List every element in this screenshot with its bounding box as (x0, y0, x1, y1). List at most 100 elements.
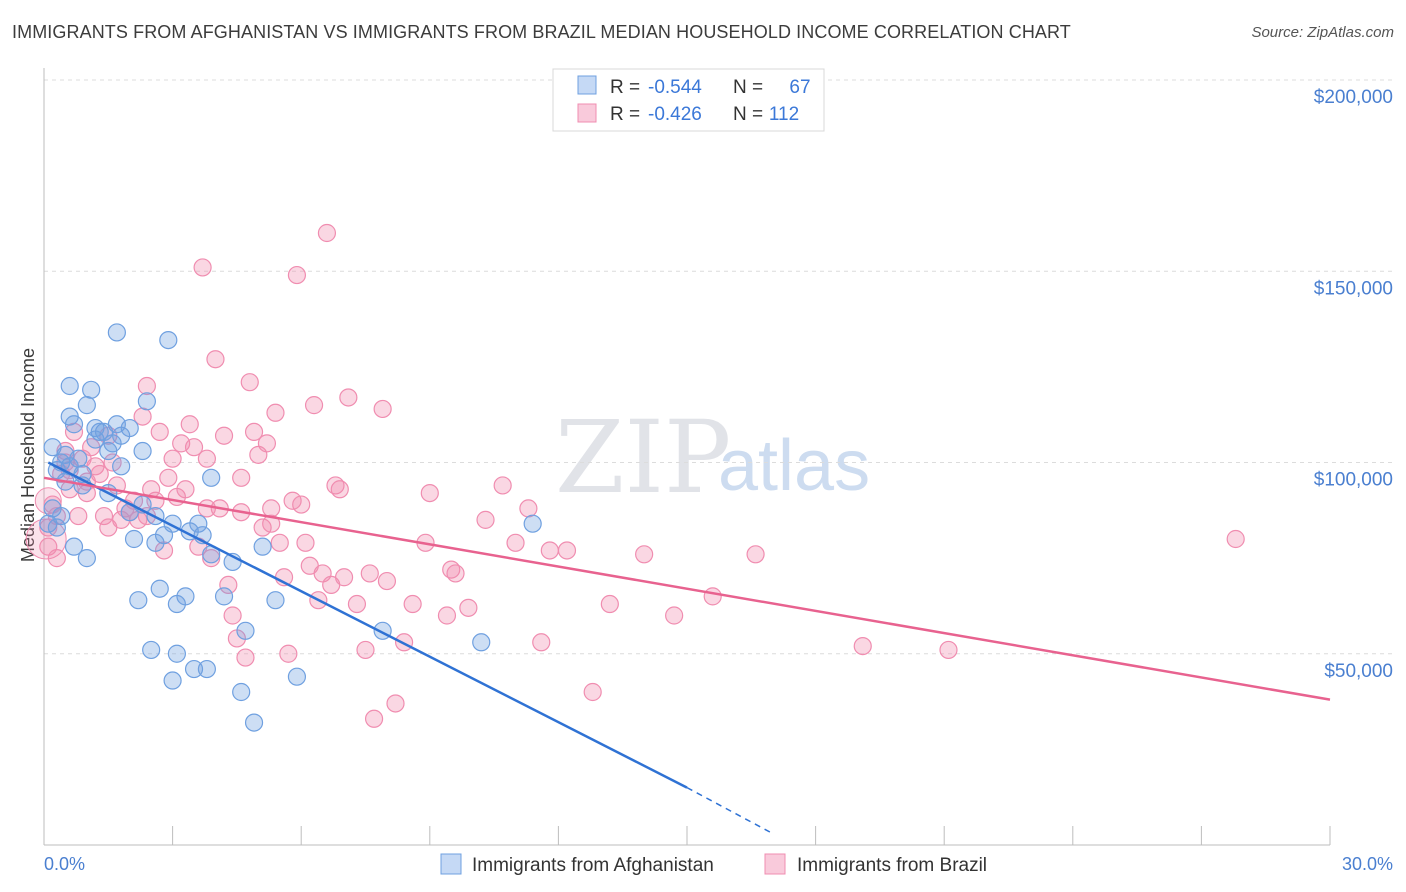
afghanistan-points (39, 323, 542, 732)
afghanistan-point (163, 671, 182, 690)
brazil-point (69, 506, 88, 526)
brazil-point (262, 499, 281, 518)
brazil-point (296, 533, 315, 552)
afghanistan-point (150, 579, 169, 598)
x-tick-label-max: 30.0% (1342, 854, 1393, 874)
brazil-point (94, 506, 114, 526)
y-axis-ticks: $50,000 $100,000 $150,000 $200,000 (1314, 87, 1393, 682)
brazil-point (232, 468, 251, 487)
afghanistan-point (60, 376, 79, 396)
afghanistan-point (176, 587, 195, 606)
axes (43, 68, 1331, 846)
brazil-point (283, 491, 302, 510)
series-legend: Immigrants from Afghanistan Immigrants f… (440, 853, 987, 876)
legend-r-value-afghanistan: -0.544 (648, 77, 702, 98)
brazil-point (193, 258, 212, 277)
brazil-point (292, 495, 311, 514)
brazil-point (377, 571, 397, 591)
brazil-point (150, 422, 169, 441)
bottom-legend-swatch-brazil (764, 853, 786, 875)
afghanistan-point (202, 468, 221, 487)
brazil-point (403, 594, 422, 614)
y-tick-label: $50,000 (1324, 661, 1393, 682)
trend-lines (43, 461, 1331, 835)
afghanistan-point (523, 514, 542, 533)
brazil-point (253, 518, 272, 537)
brazil-point (270, 533, 289, 552)
afghanistan-point (137, 392, 156, 411)
brazil-point (103, 453, 122, 472)
brazil-point (1226, 529, 1245, 549)
afghanistan-point (472, 633, 491, 652)
brazil-point (373, 399, 392, 419)
afghanistan-point (107, 323, 126, 342)
brazil-point (206, 350, 225, 369)
brazil-point (266, 403, 285, 422)
afghanistan-point (167, 644, 186, 663)
brazil-trend-line (43, 476, 1331, 701)
afghanistan-point (77, 549, 96, 568)
brazil-point (437, 606, 457, 625)
brazil-point (746, 545, 765, 564)
brazil-point (214, 426, 234, 445)
brazil-point (583, 682, 602, 702)
watermark-zip: ZIP (555, 399, 731, 516)
brazil-point (304, 396, 324, 415)
afghanistan-point (133, 441, 152, 461)
brazil-point (519, 499, 538, 518)
brazil-point (330, 480, 349, 499)
afghanistan-point (120, 418, 139, 438)
afghanistan-point (77, 396, 96, 415)
brazil-point (47, 549, 66, 568)
y-tick-label: $150,000 (1314, 278, 1393, 299)
afghanistan-trend-extension (686, 786, 774, 835)
brazil-point (703, 587, 722, 606)
brazil-point (853, 636, 872, 656)
afghanistan-trend-line (47, 461, 688, 789)
x-tick-label-min: 0.0% (44, 854, 85, 874)
legend-swatch-afghanistan (577, 75, 597, 95)
brazil-point (262, 514, 281, 533)
legend-r-label-brazil: R = (610, 104, 640, 125)
brazil-point (939, 640, 958, 660)
afghanistan-point (112, 457, 131, 476)
brazil-point (356, 640, 375, 660)
brazil-point (240, 373, 259, 392)
chart-title: IMMIGRANTS FROM AFGHANISTAN VS IMMIGRANT… (12, 22, 1071, 42)
brazil-point (360, 564, 379, 583)
brazil-point (459, 598, 478, 617)
brazil-point (184, 438, 204, 457)
brazil-point (257, 434, 277, 453)
brazil-point (334, 568, 354, 587)
brazil-point (665, 606, 684, 625)
brazil-point (532, 633, 551, 652)
brazil-point (279, 644, 298, 663)
afghanistan-point (142, 640, 161, 660)
afghanistan-point (82, 380, 101, 399)
afghanistan-point (244, 713, 264, 732)
bottom-legend-label-brazil: Immigrants from Brazil (797, 855, 987, 876)
brazil-point (244, 422, 264, 441)
brazil-point (180, 415, 199, 434)
brazil-point (635, 545, 654, 564)
brazil-point (600, 594, 619, 614)
brazil-point (197, 499, 216, 518)
brazil-point (219, 575, 238, 595)
brazil-point (317, 223, 337, 243)
legend-swatch-brazil (577, 103, 597, 123)
afghanistan-point (56, 445, 75, 464)
afghanistan-point (214, 587, 234, 606)
brazil-point (287, 265, 307, 285)
afghanistan-point (86, 418, 105, 438)
legend-r-value-brazil: -0.426 (648, 104, 702, 125)
correlation-legend: R = -0.544 N = 67 R = -0.426 N = 112 (552, 68, 825, 132)
brazil-point (197, 449, 216, 468)
brazil-point (236, 648, 255, 667)
legend-box (552, 68, 825, 132)
y-tick-label: $200,000 (1314, 87, 1393, 108)
legend-n-value-afghanistan: 67 (789, 77, 810, 98)
legend-n-label-afghanistan: N = (733, 77, 763, 98)
brazil-point (339, 388, 358, 407)
brazil-point (476, 510, 495, 529)
